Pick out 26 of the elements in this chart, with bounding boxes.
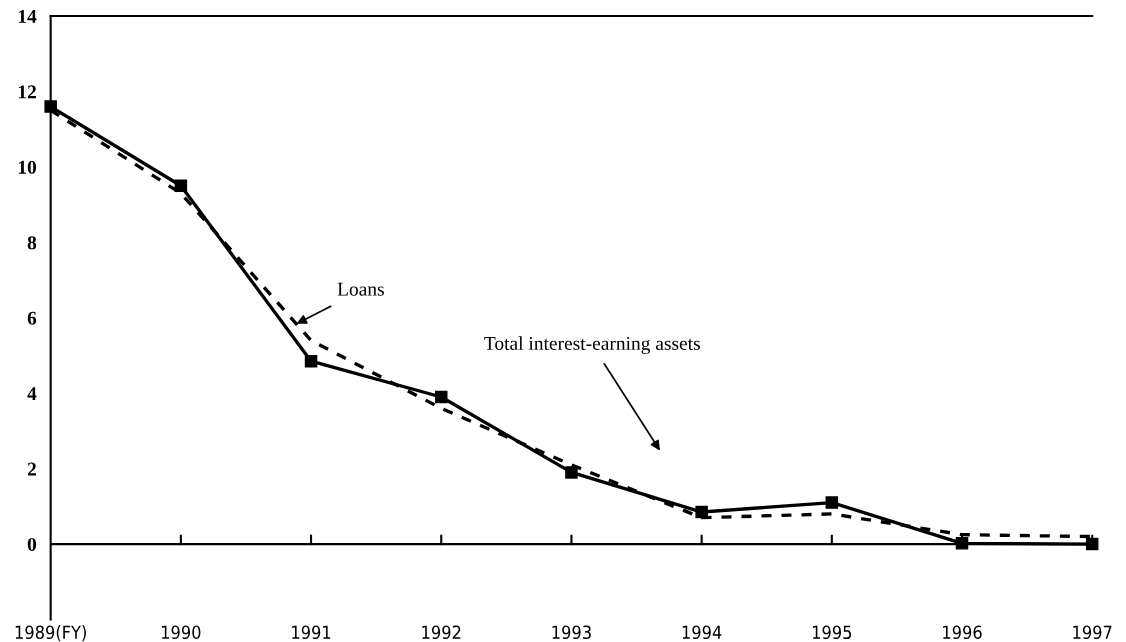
- y-tick-label: 14: [18, 9, 37, 23]
- x-tick-label: 1992: [422, 625, 461, 640]
- x-tick-label: 1994: [682, 625, 722, 640]
- y-tick-label: 4: [27, 387, 37, 400]
- y-tick-label: 10: [18, 160, 37, 174]
- y-tick-label: 2: [27, 462, 36, 476]
- x-tick-label: 1997: [1073, 625, 1112, 640]
- point: [695, 505, 708, 519]
- y-tick-label: 6: [27, 311, 37, 325]
- text: Total interest-earning assets: [484, 336, 700, 354]
- point: [174, 179, 188, 193]
- text: Loans: [337, 282, 384, 296]
- point: [304, 354, 318, 368]
- x-tick-label: 1993: [552, 625, 591, 640]
- y-tick-label: 0: [27, 537, 37, 552]
- point: [825, 496, 839, 509]
- point: [44, 100, 57, 113]
- x-tick-label: 1995: [812, 625, 852, 640]
- x-tick-label: 1996: [943, 625, 982, 640]
- x-tick-label: 1990: [161, 625, 201, 640]
- point: [565, 466, 578, 479]
- x-tick-label: 1991: [292, 625, 331, 640]
- y-tick-label: 12: [18, 85, 36, 99]
- point: [435, 390, 448, 404]
- y-tick-label: 8: [27, 236, 37, 250]
- x-tick-label: 1989(FY): [15, 625, 86, 642]
